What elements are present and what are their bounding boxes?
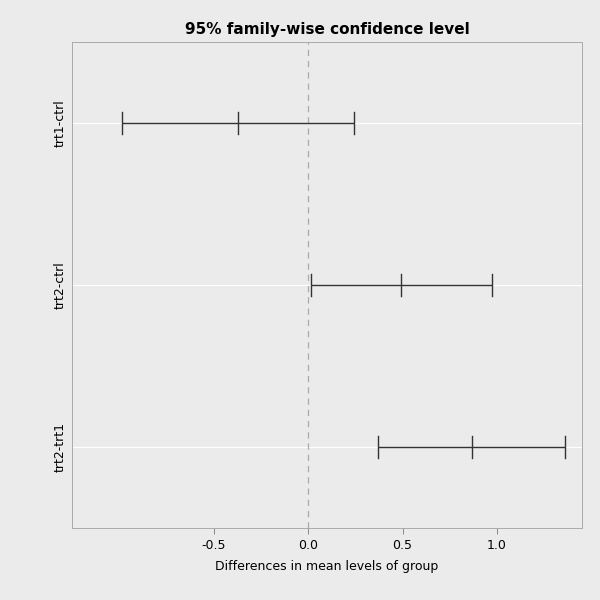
X-axis label: Differences in mean levels of group: Differences in mean levels of group xyxy=(215,560,439,574)
Title: 95% family-wise confidence level: 95% family-wise confidence level xyxy=(185,22,469,37)
